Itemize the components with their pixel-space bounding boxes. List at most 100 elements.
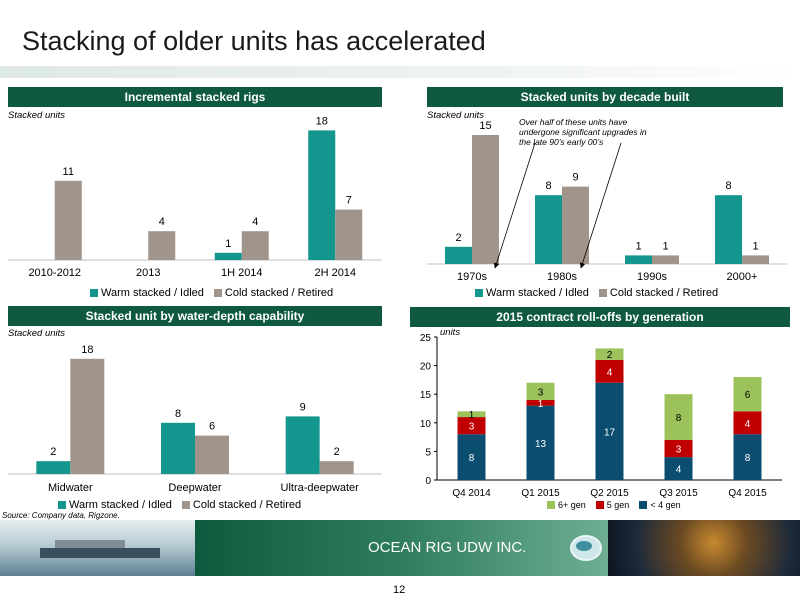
chart-water-depth: 2 18 Midwater 8 6 Deepwater 9 2 Ultra-deepwater (8, 344, 382, 494)
data-label: 2 (455, 232, 461, 244)
data-label: 4 (745, 419, 751, 430)
category-label: 2010-2012 (28, 267, 81, 279)
stacked-bar-segment (457, 434, 486, 480)
chart-incremental-stacked-rigs: 11 2010-2012 4 2013 1 4 1H 2014 18 7 2H 2014 (8, 115, 382, 279)
data-label: 7 (346, 195, 352, 207)
stacked-bar-segment (595, 382, 624, 480)
bar (335, 209, 363, 260)
legend-label-warm: Warm stacked / Idled (101, 287, 204, 299)
ship-deck-shape (55, 540, 125, 548)
annotation-arrow (493, 142, 536, 269)
bar (54, 180, 82, 260)
category-label: 1H 2014 (221, 267, 263, 279)
legend-swatch-cold (181, 501, 190, 509)
data-label: 9 (572, 172, 578, 184)
source-note: Source: Company data, Rigzone. (2, 511, 120, 520)
stacked-bar-segment (595, 348, 624, 360)
data-label: 4 (676, 465, 682, 476)
data-label: 9 (300, 401, 306, 413)
company-name: OCEAN RIG UDW INC. (368, 539, 527, 556)
bar (742, 255, 769, 264)
legend-label-5gen: 5 gen (606, 500, 630, 510)
data-label: 2 (607, 350, 613, 361)
legend-swatch-cold (213, 289, 222, 297)
category-label: 2000+ (727, 271, 758, 283)
data-label: 8 (545, 180, 551, 192)
bar (715, 195, 742, 264)
data-label: 1 (635, 240, 641, 252)
data-label: 2 (334, 446, 340, 458)
legend-label-4gen: < 4 gen (650, 500, 681, 510)
data-label: 6 (745, 390, 751, 401)
ship-hull-shape (40, 548, 160, 558)
stacked-bar-segment (457, 417, 486, 435)
bar (445, 246, 472, 264)
data-label: 18 (81, 344, 93, 356)
legend-swatch-6gen (547, 501, 555, 509)
category-label: Q2 2015 (590, 488, 629, 499)
data-label: 17 (604, 427, 616, 438)
data-label: 8 (745, 453, 751, 464)
bar (161, 422, 195, 474)
data-label: 15 (479, 120, 491, 132)
bar (652, 255, 679, 264)
bar (625, 255, 652, 264)
footer-rig-image (608, 520, 800, 576)
bar (195, 435, 229, 474)
top-band (0, 66, 800, 78)
bar (308, 130, 336, 260)
data-label: 6 (209, 421, 215, 433)
category-label: 1970s (457, 271, 487, 283)
bar (535, 195, 562, 264)
stacked-bar-segment (664, 439, 693, 458)
data-label: 18 (316, 115, 328, 127)
category-label: Deepwater (168, 482, 222, 494)
category-label: Ultra-deepwater (281, 482, 360, 494)
panel-title-decade: Stacked units by decade built (427, 87, 783, 107)
bar (214, 252, 242, 260)
legend-label-cold: Cold stacked / Retired (609, 287, 719, 299)
category-label: Q3 2015 (659, 488, 698, 499)
data-label: 1 (469, 410, 475, 421)
legend-swatch-warm (90, 289, 98, 297)
stacked-bar-segment (526, 399, 555, 406)
bar (319, 461, 354, 474)
data-label: 13 (535, 439, 547, 450)
company-logo-inner (576, 541, 592, 551)
data-label: 3 (676, 445, 682, 456)
legend-generation: 6+ gen 5 gen < 4 gen (547, 500, 691, 510)
legend-incremental: Warm stacked / Idled Cold stacked / Reti… (90, 287, 343, 299)
category-label: 2013 (136, 267, 160, 279)
legend-swatch-warm (475, 289, 483, 297)
annotation-arrow (579, 142, 622, 269)
data-label: 1 (538, 399, 544, 410)
category-label: 1990s (637, 271, 667, 283)
y-tick-label: 20 (420, 362, 432, 373)
bar (562, 186, 589, 264)
category-label: Q4 2015 (728, 488, 767, 499)
y-tick-label: 25 (420, 333, 432, 344)
bar (241, 231, 269, 260)
chart-decade-built: 2 15 1970s 8 9 1980s 1 1 1990s 8 1 2000+ (427, 120, 787, 283)
bar (36, 461, 71, 474)
category-label: Q1 2015 (521, 488, 560, 499)
data-label: 3 (469, 422, 475, 433)
data-label: 4 (252, 216, 258, 228)
axis-label-units: units (440, 327, 461, 338)
data-label: 1 (752, 240, 758, 252)
y-tick-label: 5 (425, 447, 431, 458)
legend-label-warm: Warm stacked / Idled (486, 287, 589, 299)
footer-banner (195, 520, 608, 576)
page-title: Stacking of older units has accelerated (22, 26, 486, 56)
legend-water-depth: Warm stacked / Idled Cold stacked / Reti… (58, 499, 311, 511)
category-label: Q4 2014 (452, 488, 491, 499)
legend-decade: Warm stacked / Idled Cold stacked / Reti… (475, 287, 728, 299)
bar (285, 416, 320, 474)
axis-label-stacked-units: Stacked units (8, 110, 66, 121)
stacked-bar-segment (733, 377, 762, 412)
page-number: 12 (393, 584, 406, 596)
data-label: 8 (676, 413, 682, 424)
axis-label-stacked-units: Stacked units (8, 328, 66, 339)
stacked-bar-segment (526, 382, 555, 400)
